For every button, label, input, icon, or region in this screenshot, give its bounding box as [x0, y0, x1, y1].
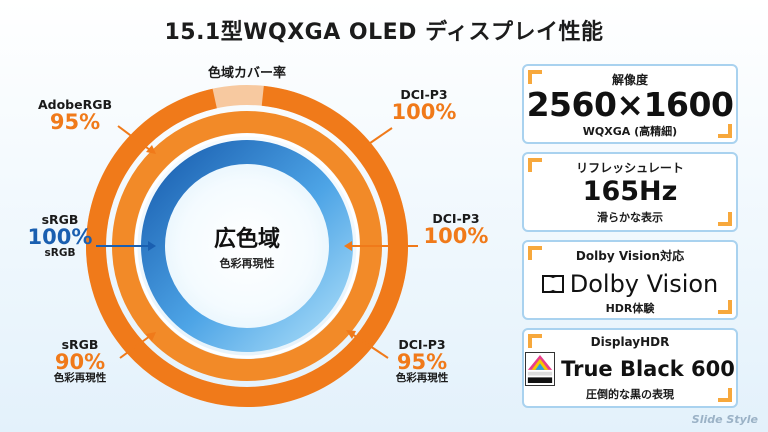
card-displayhdr: DisplayHDR True Black 600 圧倒的な黒の表現 — [522, 328, 738, 408]
card-heading: DisplayHDR — [590, 335, 670, 349]
label-adobergb: AdobeRGB 95% — [30, 98, 120, 133]
dolby-icon — [541, 275, 564, 293]
center-label: 広色域 色彩再現性 — [187, 221, 307, 271]
card-value: 2560×1600 — [526, 85, 734, 124]
card-heading: 解像度 — [611, 73, 648, 87]
dolby-logo-text: Dolby Vision — [569, 270, 719, 298]
card-subtitle: 滑らかな表示 — [597, 210, 663, 224]
label-name: sRGB — [61, 337, 99, 352]
label-sub: 色彩再現性 — [53, 372, 107, 385]
arrow-dci-bot — [351, 333, 389, 359]
arrow-dci-top-head — [354, 145, 364, 154]
ring-title: 色域カバー率 — [207, 66, 286, 81]
dolby-logo-row: Dolby Vision — [524, 270, 736, 298]
corner-decoration — [718, 300, 732, 314]
card-heading: Dolby Vision対応 — [575, 249, 685, 263]
label-sub: sRGB — [44, 247, 76, 260]
label-name: DCI-P3 — [398, 337, 446, 352]
label-value: 90% — [54, 350, 106, 375]
label-value: 100% — [423, 224, 489, 249]
label-value: 95% — [396, 350, 448, 375]
label-name: sRGB — [41, 212, 79, 227]
label-name: DCI-P3 — [432, 211, 480, 226]
corner-decoration — [718, 124, 732, 138]
card-dolby-vision: Dolby Vision対応 Dolby Vision HDR体験 — [522, 240, 738, 320]
label-name: AdobeRGB — [37, 97, 113, 112]
arrow-srgb-bot — [119, 335, 151, 359]
displayhdr-logo-icon — [525, 352, 556, 386]
center-sub: 色彩再現性 — [219, 257, 275, 270]
center-main: 広色域 — [213, 227, 280, 252]
label-value: 95% — [49, 110, 101, 135]
hdr-row: True Black 600 — [524, 352, 736, 386]
card-value: 165Hz — [582, 176, 678, 207]
label-dci-top: DCI-P3 100% — [384, 88, 464, 123]
corner-decoration — [528, 70, 542, 84]
corner-decoration — [718, 388, 732, 402]
label-srgb-bot: sRGB 90% 色彩再現性 — [40, 338, 120, 384]
hdr-value: True Black 600 — [561, 357, 735, 381]
card-subtitle: HDR体験 — [605, 302, 655, 315]
corner-decoration — [528, 246, 542, 260]
page-title: 15.1型WQXGA OLED ディスプレイ性能 — [164, 20, 604, 45]
arrow-srgb-bot-head — [146, 332, 156, 341]
arrow-dci-mid-head — [344, 241, 352, 251]
corner-decoration — [528, 334, 542, 348]
label-name: DCI-P3 — [400, 87, 448, 102]
card-subtitle: WQXGA (高精細) — [582, 125, 678, 138]
card-resolution: 解像度 2560×1600 WQXGA (高精細) — [522, 64, 738, 144]
label-value: 100% — [27, 225, 93, 250]
arrow-adobe — [117, 125, 151, 151]
label-dci-bot: DCI-P3 95% 色彩再現性 — [380, 338, 464, 384]
label-dci-mid: DCI-P3 100% — [416, 212, 496, 247]
arrow-adobe-head — [146, 145, 156, 154]
card-subtitle: 圧倒的な黒の表現 — [586, 388, 674, 401]
watermark: Slide Style — [691, 413, 758, 426]
arrow-dci-top — [359, 127, 393, 151]
card-refresh-rate: リフレッシュレート 165Hz 滑らかな表示 — [522, 152, 738, 232]
arrow-srgb-head — [148, 241, 156, 251]
corner-decoration — [718, 212, 732, 226]
card-heading: リフレッシュレート — [576, 161, 684, 175]
arrow-dci-bot-head — [346, 330, 356, 339]
label-srgb-mid: sRGB 100% sRGB — [24, 213, 96, 259]
label-value: 100% — [391, 100, 457, 125]
label-sub: 色彩再現性 — [395, 372, 449, 385]
corner-decoration — [528, 158, 542, 172]
